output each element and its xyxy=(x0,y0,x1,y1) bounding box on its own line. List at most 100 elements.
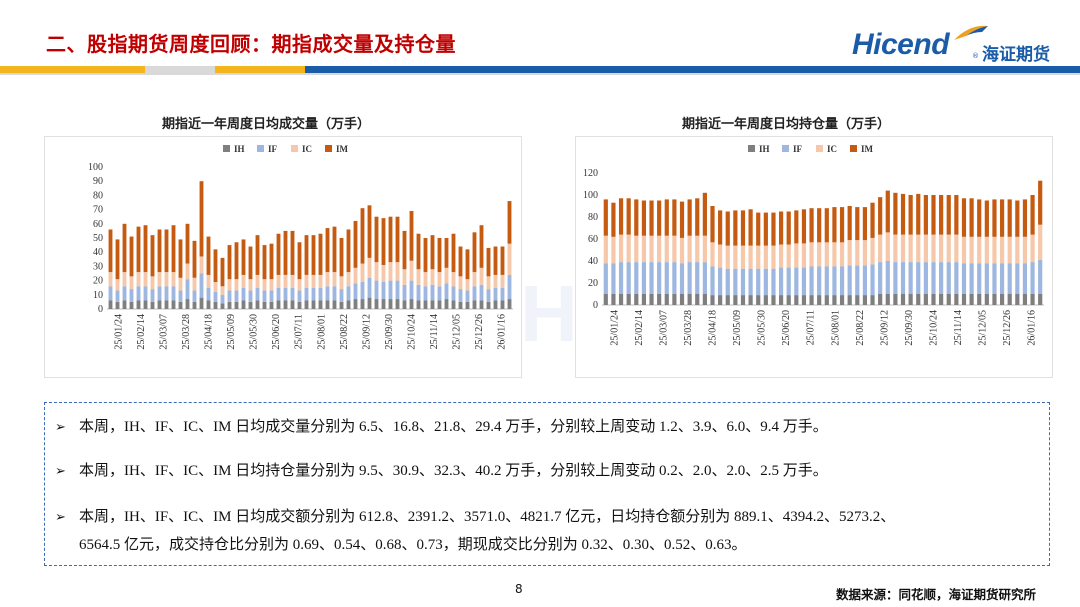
bar-ic xyxy=(164,272,169,287)
bar-ih xyxy=(465,301,470,309)
bar-if xyxy=(641,262,647,294)
bar-ic xyxy=(115,279,120,291)
bar-im xyxy=(687,199,692,236)
x-tick-label: 25/01/24 xyxy=(609,310,620,346)
bar-ic xyxy=(1022,236,1028,264)
bar-im xyxy=(227,245,232,280)
bar-ic xyxy=(626,234,631,263)
bar-ih xyxy=(931,294,936,305)
bar-ic xyxy=(304,274,309,288)
legend-swatch-ih xyxy=(748,145,755,152)
bar-ic xyxy=(493,274,498,288)
logo-registered-mark: ® xyxy=(972,52,979,60)
bar-im xyxy=(374,216,379,263)
bar-im xyxy=(416,233,421,270)
bar-if xyxy=(367,277,372,298)
bar-ih xyxy=(381,299,386,309)
x-tick-label: 25/07/11 xyxy=(806,310,817,345)
bar-im xyxy=(855,207,860,241)
bar-ic xyxy=(824,242,829,267)
bar-if xyxy=(885,261,890,294)
bar-if xyxy=(360,282,365,300)
bar-ic xyxy=(756,245,761,269)
bar-ic xyxy=(832,242,837,267)
bar-im xyxy=(740,210,746,246)
bar-ic xyxy=(748,245,753,269)
x-tick-label: 25/05/09 xyxy=(732,310,743,346)
bar-ih xyxy=(304,300,309,309)
logo-chinese-name: 海证期货 xyxy=(982,45,1050,65)
bar-ic xyxy=(500,274,505,288)
bar-ic xyxy=(388,262,393,281)
bar-im xyxy=(786,211,791,245)
bar-if xyxy=(339,289,344,302)
bar-if xyxy=(458,289,463,302)
bar-if xyxy=(1015,263,1020,294)
bar-ic xyxy=(1038,224,1043,260)
bar-im xyxy=(325,228,330,273)
bar-im xyxy=(360,208,365,264)
bar-im xyxy=(847,206,852,241)
bar-ic xyxy=(283,274,288,288)
bar-im xyxy=(679,201,685,238)
bar-ih xyxy=(725,295,730,305)
bar-if xyxy=(931,262,936,294)
bar-im xyxy=(276,233,281,275)
bar-ih xyxy=(839,295,845,305)
bar-im xyxy=(801,209,807,244)
bar-ih xyxy=(500,300,505,309)
bar-im xyxy=(999,199,1005,237)
bar-ic xyxy=(143,272,148,287)
bar-ih xyxy=(687,294,692,305)
bar-if xyxy=(1007,263,1012,294)
bar-if xyxy=(234,290,239,302)
bar-if xyxy=(353,283,358,300)
bar-ih xyxy=(199,297,204,309)
bar-if xyxy=(143,286,148,301)
bar-ih xyxy=(171,300,176,309)
legend-swatch-im xyxy=(325,145,332,152)
bar-if xyxy=(325,286,330,301)
bar-ic xyxy=(725,245,730,269)
bar-ih xyxy=(801,295,807,305)
bar-if xyxy=(409,280,414,300)
bar-im xyxy=(185,223,190,264)
bar-ic xyxy=(733,245,738,269)
bar-ic xyxy=(618,234,624,263)
bar-ih xyxy=(657,294,662,305)
bar-im xyxy=(832,207,837,243)
bar-im xyxy=(346,229,351,273)
bar-if xyxy=(290,287,295,301)
bar-ih xyxy=(695,294,700,305)
x-tick-label: 25/01/24 xyxy=(113,314,124,350)
bar-im xyxy=(444,238,449,268)
bar-ih xyxy=(374,299,379,309)
bar-im xyxy=(381,218,386,265)
bar-if xyxy=(710,266,715,296)
bar-ic xyxy=(603,235,608,264)
bar-if xyxy=(847,265,852,296)
legend-swatch-ic xyxy=(291,145,298,152)
bar-ic xyxy=(339,276,344,290)
chart-open-interest-frame: IH IF IC IM 0 20 40 60 80 100 120 25/01/24 25/02/14 2… xyxy=(575,136,1053,378)
logo-swoosh-icon xyxy=(954,25,988,40)
bar-if xyxy=(649,262,654,294)
bar-ih xyxy=(360,299,365,309)
bar-if xyxy=(248,290,253,302)
bar-ic xyxy=(402,269,407,285)
bar-if xyxy=(778,267,784,296)
bar-if xyxy=(794,267,799,296)
bar-ic xyxy=(885,232,890,261)
bar-ic xyxy=(916,234,921,263)
legend-label-ih: IH xyxy=(759,144,770,154)
bar-im xyxy=(430,235,435,270)
bar-ic xyxy=(641,235,647,263)
bar-ic xyxy=(290,274,295,288)
x-tick-label: 25/05/09 xyxy=(226,314,237,350)
bar-ic xyxy=(227,279,232,291)
bar-if xyxy=(276,287,281,301)
bar-ih xyxy=(213,301,218,309)
bar-ic xyxy=(634,235,639,263)
x-tick-label: 25/09/12 xyxy=(879,310,890,346)
bar-ic xyxy=(185,263,190,280)
